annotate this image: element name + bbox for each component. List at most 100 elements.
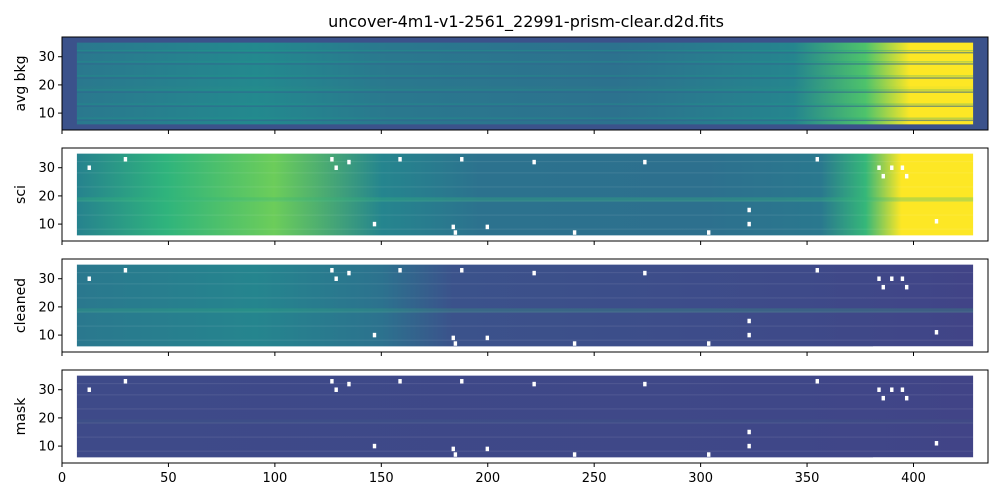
- masked-pixel: [643, 159, 647, 165]
- masked-pixel: [347, 270, 351, 276]
- masked-pixel: [572, 452, 577, 457]
- masked-pixel: [890, 387, 894, 392]
- y-tick-label: 20: [38, 411, 55, 426]
- stripe-row: [76, 394, 974, 396]
- masked-pixel: [398, 268, 402, 273]
- masked-pixel: [890, 165, 894, 170]
- axes-frame: [61, 36, 989, 131]
- masked-pixel: [87, 165, 91, 170]
- masked-pixel: [398, 157, 402, 162]
- x-tick-label: 350: [795, 471, 820, 486]
- masked-pixel: [881, 395, 885, 401]
- masked-pixel: [707, 452, 711, 457]
- masked-pixel: [900, 165, 905, 170]
- stripe-row: [76, 228, 974, 230]
- masked-pixel: [485, 446, 490, 452]
- masked-pixel: [747, 429, 751, 435]
- masked-pixel: [451, 446, 455, 452]
- spectrum-trace: [76, 197, 974, 202]
- stripe-row: [76, 172, 974, 174]
- masked-pixel: [815, 268, 819, 273]
- stripe-row: [76, 271, 974, 274]
- stripe-row: [76, 450, 974, 452]
- stripe-row: [76, 382, 974, 385]
- masked-pixel: [877, 276, 881, 281]
- x-tick-label: 250: [582, 471, 607, 486]
- masked-pixel: [485, 224, 490, 230]
- spectrum-trace: [76, 86, 974, 91]
- y-axis-label: mask: [13, 397, 29, 436]
- axes-frame: [61, 369, 989, 464]
- masked-pixel: [815, 157, 819, 162]
- stripe-row: [76, 103, 974, 105]
- masked-pixel: [123, 379, 128, 384]
- y-axis-label: cleaned: [13, 278, 29, 333]
- heatmap-image: [76, 153, 974, 236]
- masked-pixel: [904, 284, 909, 290]
- stripe-dark: [76, 63, 974, 65]
- stripe-dark: [76, 105, 974, 107]
- stripe-row: [76, 186, 974, 188]
- stripe-dark: [76, 77, 974, 79]
- stripe-row: [76, 75, 974, 77]
- masked-pixel: [453, 230, 458, 235]
- panel-avg-bkg: 10 20 30 avg bkg: [13, 36, 989, 134]
- masked-pixel: [485, 335, 490, 341]
- x-tick-label: 100: [262, 471, 287, 486]
- masked-pixel: [372, 332, 377, 338]
- masked-pixel: [747, 221, 751, 227]
- masked-pixel: [347, 381, 351, 387]
- stripe-row: [76, 436, 974, 438]
- x-tick-label: 0: [58, 471, 66, 486]
- x-tick-label: 50: [160, 471, 177, 486]
- masked-pixel: [123, 268, 128, 273]
- spectrum-trace: [76, 308, 974, 313]
- x-tick-label: 150: [369, 471, 394, 486]
- heatmap-image: [76, 264, 974, 347]
- masked-pixel: [532, 159, 536, 165]
- panels: 10 20 30 avg bkg 10 20 30 sci 10 20 30 cleaned 10 20 3…: [13, 36, 989, 486]
- masked-pixel: [532, 270, 536, 276]
- edge-gap: [873, 457, 974, 459]
- stripe-row: [76, 339, 974, 341]
- stripe-row: [76, 408, 974, 410]
- y-tick-label: 20: [38, 189, 55, 204]
- y-tick-label: 10: [38, 107, 55, 122]
- y-tick-label: 10: [38, 440, 55, 455]
- masked-pixel: [877, 165, 881, 170]
- masked-pixel: [643, 270, 647, 276]
- masked-pixel: [572, 341, 577, 346]
- masked-pixel: [330, 379, 334, 384]
- masked-pixel: [123, 157, 128, 162]
- masked-pixel: [87, 276, 91, 281]
- y-tick-label: 30: [38, 383, 55, 398]
- x-tick-label: 300: [688, 471, 713, 486]
- x-tick-label: 400: [901, 471, 926, 486]
- spectrum-trace: [76, 419, 974, 424]
- masked-pixel: [881, 284, 885, 290]
- masked-pixel: [900, 276, 905, 281]
- masked-pixel: [707, 230, 711, 235]
- stripe-dark: [76, 91, 974, 93]
- y-axis-label: sci: [13, 185, 29, 204]
- masked-pixel: [747, 332, 751, 338]
- stripe-row: [76, 297, 974, 299]
- masked-pixel: [572, 230, 577, 235]
- masked-pixel: [532, 381, 536, 387]
- y-tick-label: 30: [38, 50, 55, 65]
- masked-pixel: [877, 387, 881, 392]
- stripe-row: [76, 283, 974, 285]
- y-tick-label: 20: [38, 300, 55, 315]
- stripe-dark: [76, 51, 974, 54]
- y-tick-label: 10: [38, 218, 55, 233]
- heatmap-image: [76, 375, 974, 458]
- masked-pixel: [372, 221, 377, 227]
- y-axis-label: avg bkg: [13, 55, 29, 111]
- stripe-row: [76, 422, 974, 424]
- masked-pixel: [334, 165, 338, 170]
- y-tick-label: 20: [38, 78, 55, 93]
- masked-pixel: [451, 335, 455, 341]
- stripe-row: [76, 325, 974, 327]
- masked-pixel: [453, 341, 458, 346]
